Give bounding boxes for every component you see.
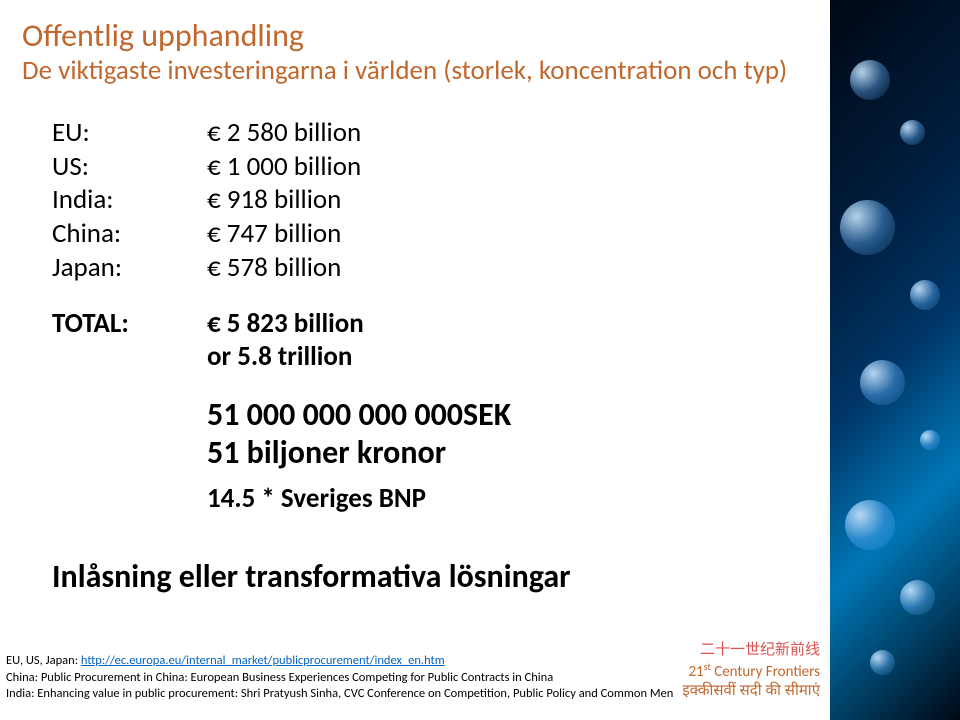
content-area: Offentlig upphandling De viktigaste inve… xyxy=(0,0,830,720)
data-label: China: xyxy=(52,217,207,251)
brand-en-sup: st xyxy=(704,660,711,673)
footnote-line-3: India: Enhancing value in public procure… xyxy=(6,686,766,702)
footnote-link[interactable]: http://ec.europa.eu/internal_market/publ… xyxy=(81,653,445,668)
data-row: US: € 1 000 billion xyxy=(52,150,810,184)
footnotes: EU, US, Japan: http://ec.europa.eu/inter… xyxy=(6,653,766,702)
data-label: EU: xyxy=(52,116,207,150)
total-value: € 5 823 billion xyxy=(207,307,364,341)
brand-hindi: इक्कीसवीं सदी की सीमाएं xyxy=(682,683,820,703)
data-row: India: € 918 billion xyxy=(52,183,810,217)
footer-brand: 二十一世纪新前线 21st Century Frontiers इक्कीसवी… xyxy=(682,641,820,703)
title-main: Offentlig upphandling xyxy=(22,18,810,55)
footnote-line-1: EU, US, Japan: http://ec.europa.eu/inter… xyxy=(6,653,766,669)
brand-en-pre: 21 xyxy=(688,663,703,681)
data-row: China: € 747 billion xyxy=(52,217,810,251)
footnote-text: EU, US, Japan: xyxy=(6,653,81,668)
total-label-blank xyxy=(52,340,207,374)
brand-english: 21st Century Frontiers xyxy=(682,660,820,683)
data-row: EU: € 2 580 billion xyxy=(52,116,810,150)
data-value: € 578 billion xyxy=(207,251,341,285)
data-value: € 2 580 billion xyxy=(207,116,361,150)
bottom-heading: Inlåsning eller transformativa lösningar xyxy=(52,557,810,596)
data-block: EU: € 2 580 billion US: € 1 000 billion … xyxy=(52,116,810,374)
data-value: € 747 billion xyxy=(207,217,341,251)
total-label: TOTAL: xyxy=(52,307,207,341)
slide: Offentlig upphandling De viktigaste inve… xyxy=(0,0,960,720)
total-row-2: or 5.8 trillion xyxy=(52,340,810,374)
bnp-line: 14.5 * Sveriges BNP xyxy=(207,482,810,515)
total-value-2: or 5.8 trillion xyxy=(207,340,352,374)
brand-en-post: Century Frontiers xyxy=(711,663,820,681)
data-label: Japan: xyxy=(52,251,207,285)
sek-block: 51 000 000 000 000SEK 51 biljoner kronor… xyxy=(207,396,810,515)
data-label: US: xyxy=(52,150,207,184)
data-label: India: xyxy=(52,183,207,217)
data-value: € 918 billion xyxy=(207,183,341,217)
decorative-water-image xyxy=(830,0,960,720)
brand-chinese: 二十一世纪新前线 xyxy=(682,641,820,661)
data-row: Japan: € 578 billion xyxy=(52,251,810,285)
data-value: € 1 000 billion xyxy=(207,150,361,184)
sek-line-2: 51 biljoner kronor xyxy=(207,434,810,472)
total-row: TOTAL: € 5 823 billion xyxy=(52,307,810,341)
title-subtitle: De viktigaste investeringarna i världen … xyxy=(22,55,810,86)
sek-line-1: 51 000 000 000 000SEK xyxy=(207,396,810,434)
footnote-line-2: China: Public Procurement in China: Euro… xyxy=(6,670,766,686)
